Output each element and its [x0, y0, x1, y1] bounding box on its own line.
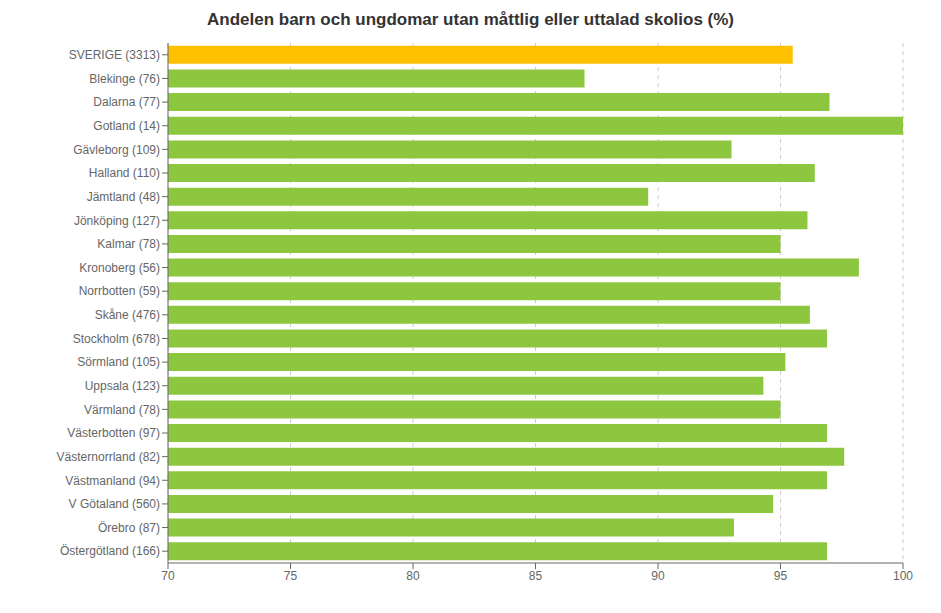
svg-text:90: 90 [651, 569, 665, 583]
svg-text:95: 95 [774, 569, 788, 583]
svg-text:Värmland (78): Värmland (78) [84, 403, 160, 417]
svg-text:Jämtland (48): Jämtland (48) [87, 190, 160, 204]
svg-text:Halland (110): Halland (110) [89, 166, 160, 180]
svg-text:Örebro (87): Örebro (87) [98, 521, 160, 535]
html-text:Andelen barn och ungdomar utan: Andelen barn och ungdomar utan måttlig e… [207, 10, 734, 29]
svg-text:Stockholm (678): Stockholm (678) [73, 332, 160, 346]
svg-text:70: 70 [161, 569, 175, 583]
svg-text:Sörmland (105): Sörmland (105) [77, 355, 160, 369]
svg-text:V Götaland (560): V Götaland (560) [69, 497, 160, 511]
svg-text:Kronoberg (56): Kronoberg (56) [79, 261, 160, 275]
svg-text:Gävleborg (109): Gävleborg (109) [73, 143, 160, 157]
svg-text:Västmanland (94): Västmanland (94) [65, 474, 160, 488]
svg-text:Kalmar (78): Kalmar (78) [97, 237, 160, 251]
svg-text:SVERIGE (3313): SVERIGE (3313) [69, 48, 160, 62]
svg-text:Uppsala (123): Uppsala (123) [85, 379, 160, 393]
svg-text:Gotland (14): Gotland (14) [93, 119, 160, 133]
svg-text:Skåne (476): Skåne (476) [95, 308, 160, 322]
svg-text:85: 85 [529, 569, 543, 583]
svg-text:75: 75 [284, 569, 298, 583]
svg-text:Norrbotten (59): Norrbotten (59) [79, 284, 160, 298]
svg-text:Västerbotten (97): Västerbotten (97) [67, 426, 160, 440]
svg-text:Dalarna (77): Dalarna (77) [93, 95, 160, 109]
svg-text:Västernorrland (82): Västernorrland (82) [57, 450, 160, 464]
svg-text:100: 100 [893, 569, 913, 583]
svg-text:Jönköping (127): Jönköping (127) [74, 214, 160, 228]
svg-text:80: 80 [406, 569, 420, 583]
svg-text:Blekinge (76): Blekinge (76) [89, 72, 160, 86]
svg-text:Östergötland (166): Östergötland (166) [60, 544, 160, 558]
